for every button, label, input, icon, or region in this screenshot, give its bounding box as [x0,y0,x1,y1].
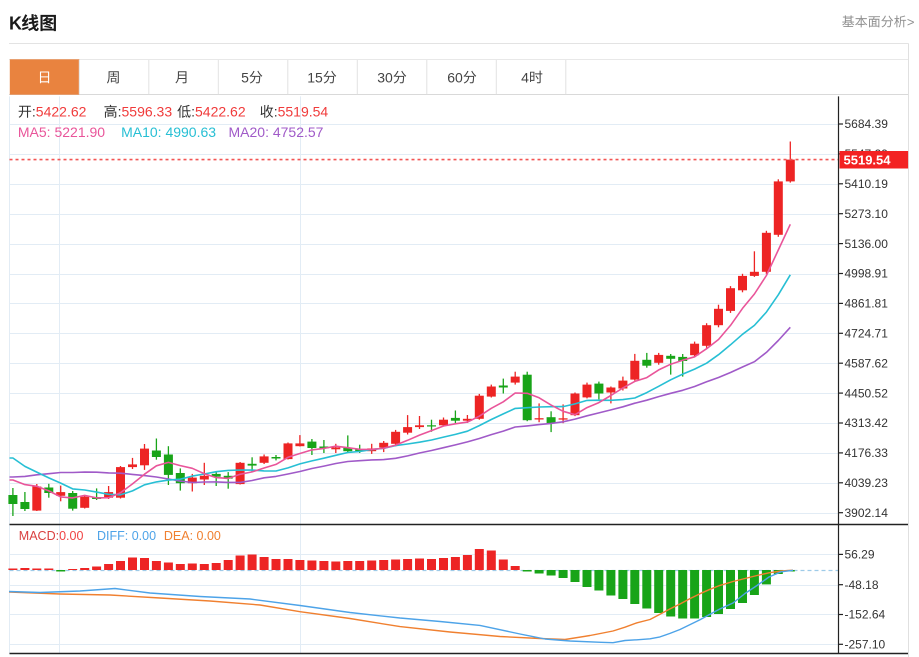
svg-text:-48.18: -48.18 [845,578,879,592]
svg-text::: : [118,104,122,120]
svg-text:5273.10: 5273.10 [845,207,889,221]
svg-text:5519.54: 5519.54 [844,152,892,167]
svg-text:4: 4 [521,69,529,85]
svg-text:K: K [9,14,22,34]
svg-text::: : [191,104,195,120]
svg-text:>: > [907,14,915,29]
svg-text:4724.71: 4724.71 [845,327,889,341]
svg-text:4450.52: 4450.52 [845,386,889,400]
svg-text:4861.81: 4861.81 [845,297,889,311]
svg-text:5596.33: 5596.33 [122,104,173,120]
svg-text:MACD:0.00: MACD:0.00 [19,529,84,543]
svg-text:3902.14: 3902.14 [845,506,889,520]
svg-text:30: 30 [377,69,393,85]
svg-text:MA10: 4990.63: MA10: 4990.63 [121,124,216,140]
svg-text:5136.00: 5136.00 [845,237,889,251]
svg-text:DEA: 0.00: DEA: 0.00 [164,529,221,543]
svg-text:MA5: 5221.90: MA5: 5221.90 [18,124,105,140]
svg-text:5422.62: 5422.62 [195,104,246,120]
svg-text:60: 60 [447,69,463,85]
svg-text:4176.33: 4176.33 [845,446,889,460]
svg-text::: : [32,104,36,120]
svg-text:4039.23: 4039.23 [845,476,889,490]
svg-text:5519.54: 5519.54 [278,104,329,120]
svg-text:5422.62: 5422.62 [36,104,87,120]
svg-text:4587.62: 4587.62 [845,356,889,370]
svg-text:4998.91: 4998.91 [845,267,889,281]
svg-text:5684.39: 5684.39 [845,117,889,131]
svg-text:-257.10: -257.10 [845,638,886,652]
svg-text:15: 15 [307,69,323,85]
svg-text:MA20: 4752.57: MA20: 4752.57 [229,124,324,140]
svg-text:5410.19: 5410.19 [845,177,889,191]
svg-text:4313.42: 4313.42 [845,416,889,430]
svg-text::: : [274,104,278,120]
svg-text:5: 5 [241,69,249,85]
svg-text:DIFF: 0.00: DIFF: 0.00 [97,529,156,543]
svg-text:56.29: 56.29 [845,548,875,562]
svg-text:-152.64: -152.64 [845,608,886,622]
